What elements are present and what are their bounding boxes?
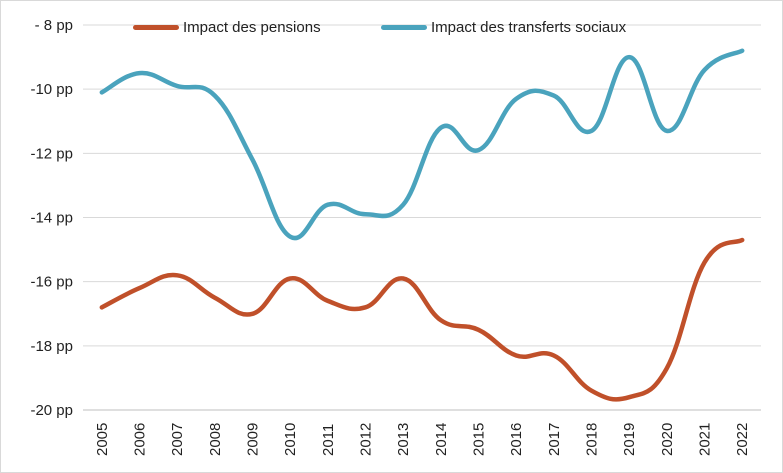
- x-tick-label: 2007: [169, 423, 186, 456]
- y-tick-label: -10 pp: [30, 81, 73, 98]
- series-lines: [99, 48, 745, 402]
- series-line-pensions: [99, 237, 745, 402]
- x-tick-label: 2009: [245, 423, 262, 456]
- legend-item-transferts: Impact des transferts sociaux: [381, 19, 626, 36]
- x-tick-label: 2005: [94, 423, 111, 456]
- legend-label-transferts: Impact des transferts sociaux: [431, 19, 627, 36]
- y-tick-label: -16 pp: [30, 274, 73, 291]
- y-tick-label: -12 pp: [30, 145, 73, 162]
- y-tick-label: -20 pp: [30, 402, 73, 419]
- x-tick-label: 2015: [471, 423, 488, 456]
- y-axis: - 8 pp -10 pp -12 pp -14 pp -16 pp -18 pp -20 …: [30, 17, 73, 419]
- series-line-transferts: [99, 48, 745, 241]
- x-tick-label: 2017: [546, 423, 563, 456]
- x-tick-label: 2012: [358, 423, 375, 456]
- x-tick-label: 2011: [320, 424, 337, 456]
- x-tick-label: 2016: [508, 423, 525, 456]
- x-tick-label: 2006: [132, 423, 149, 456]
- x-tick-label: 2019: [621, 423, 638, 456]
- x-tick-label: 2020: [659, 423, 676, 456]
- x-tick-label: 2018: [584, 423, 601, 456]
- x-axis: 2005 2006 2007 2008 2009 2010 2011 2012 2013 2014…: [94, 423, 751, 456]
- x-tick-label: 2008: [207, 423, 224, 456]
- y-tick-label: -14 pp: [30, 210, 73, 227]
- x-tick-label: 2021: [697, 423, 714, 456]
- legend-swatch-transferts: [381, 25, 427, 30]
- legend-item-pensions: Impact des pensions: [133, 19, 321, 36]
- x-tick-label: 2013: [395, 423, 412, 456]
- y-tick-label: -18 pp: [30, 338, 73, 355]
- y-tick-label: - 8 pp: [35, 17, 73, 34]
- legend-swatch-pensions: [133, 25, 179, 30]
- x-tick-label: 2014: [433, 423, 450, 456]
- x-tick-label: 2010: [282, 423, 299, 456]
- x-tick-label: 2022: [734, 423, 751, 456]
- legend-label-pensions: Impact des pensions: [183, 19, 321, 36]
